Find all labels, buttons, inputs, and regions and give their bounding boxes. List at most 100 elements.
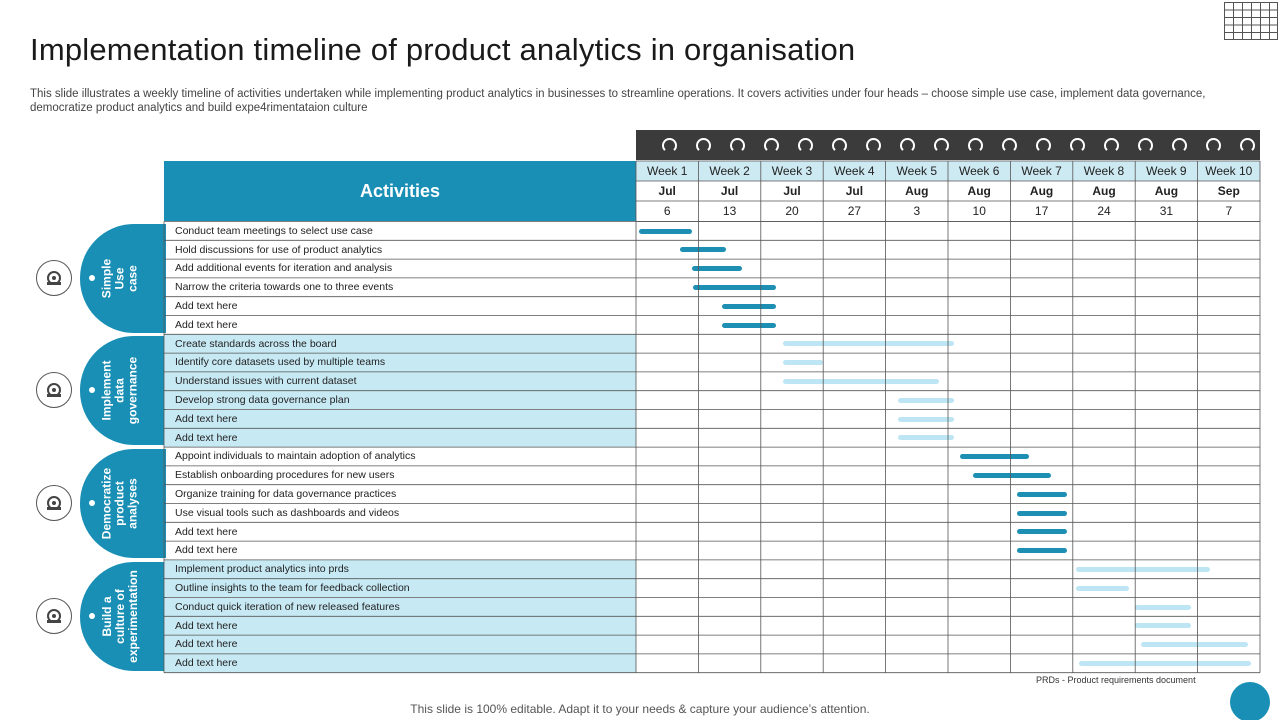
task-row: Add text here — [164, 653, 636, 673]
task-row: Narrow the criteria towards one to three… — [175, 281, 394, 294]
month-label: Jul — [845, 184, 864, 198]
binding-ring-icon — [900, 138, 915, 153]
month-label: Sep — [1217, 184, 1240, 198]
gantt-bar — [1016, 548, 1067, 554]
task-row: Add text here — [164, 409, 636, 429]
footnote: PRDs - Product requirements document — [1036, 675, 1196, 685]
day-label: 20 — [785, 204, 799, 218]
task-row: Use visual tools such as dashboards and … — [175, 506, 400, 519]
gantt-bar — [782, 360, 824, 366]
group-dot — [89, 274, 95, 281]
week-label: Week 6 — [948, 161, 1011, 181]
calendar-binding-bar — [636, 130, 1260, 160]
task-row: Add text here — [164, 635, 636, 654]
month-label: Aug — [967, 184, 991, 198]
week-label: Week 1 — [636, 161, 699, 181]
binding-ring-icon — [1172, 138, 1187, 153]
binding-ring-icon — [832, 138, 847, 153]
month-label: Jul — [658, 184, 676, 198]
grid-decoration-icon — [1224, 2, 1278, 40]
gantt-bar — [960, 454, 1030, 460]
binding-ring-icon — [1036, 138, 1051, 153]
gantt-bar — [782, 378, 939, 384]
group-label-text: Build a culture of experimentation — [99, 570, 140, 663]
binding-ring-icon — [1206, 138, 1221, 153]
task-row: Add text here — [164, 428, 636, 448]
day-label: 7 — [1225, 204, 1233, 218]
task-row: Appoint individuals to maintain adoption… — [175, 450, 416, 463]
binding-ring-icon — [1138, 138, 1153, 153]
day-label: 31 — [1159, 204, 1174, 218]
task-row: Add text here — [175, 300, 238, 313]
activities-header: Activities — [164, 161, 636, 221]
gantt-bar — [679, 247, 727, 253]
week-label: Week 8 — [1072, 161, 1136, 181]
gantt-bar — [722, 322, 777, 328]
gantt-bar — [898, 416, 955, 422]
binding-ring-icon — [730, 138, 745, 153]
day-label: 3 — [913, 204, 921, 218]
analytics-person-icon — [36, 485, 72, 522]
gantt-bar — [722, 303, 777, 309]
task-row: Add text here — [175, 318, 238, 331]
task-row: Hold discussions for use of product anal… — [175, 243, 383, 256]
day-label: 27 — [847, 204, 862, 218]
binding-ring-icon — [934, 138, 949, 153]
week-label: Week 3 — [760, 161, 824, 181]
task-row: Create standards across the board — [164, 334, 636, 354]
binding-ring-icon — [798, 138, 813, 153]
group-dot — [89, 387, 95, 394]
task-row: Understand issues with current dataset — [164, 371, 636, 391]
group-dot — [89, 500, 95, 507]
binding-ring-icon — [968, 138, 983, 153]
task-row: Add text here — [175, 544, 238, 557]
task-row: Identify core datasets used by multiple … — [164, 353, 636, 372]
corner-circle-decoration — [1230, 682, 1270, 720]
gantt-bar — [1075, 566, 1211, 572]
day-label: 10 — [972, 204, 986, 218]
gantt-bar — [1141, 642, 1248, 648]
week-label: Week 9 — [1135, 161, 1198, 181]
task-row: Add text here — [164, 616, 636, 636]
task-row: Add additional events for iteration and … — [175, 262, 393, 275]
slide-subtitle: This slide illustrates a weekly timeline… — [30, 88, 1206, 114]
task-row: Organize training for data governance pr… — [175, 488, 397, 501]
binding-ring-icon — [662, 138, 677, 153]
month-label: Aug — [1029, 184, 1054, 198]
gantt-bar — [782, 341, 955, 347]
gantt-bar — [639, 228, 693, 234]
day-label: 24 — [1097, 204, 1111, 218]
task-row: Conduct team meetings to select use case — [175, 224, 373, 237]
week-label: Week 7 — [1010, 161, 1073, 181]
gantt-bar — [1135, 623, 1192, 629]
week-label: Week 4 — [823, 161, 886, 181]
gantt-bar — [1016, 510, 1067, 516]
day-label: 6 — [663, 204, 671, 218]
binding-ring-icon — [866, 138, 881, 153]
group-dot — [89, 612, 95, 619]
month-label: Aug — [1092, 184, 1116, 198]
gantt-bar — [693, 284, 777, 290]
gantt-bar — [898, 397, 955, 403]
task-row: Conduct quick iteration of new released … — [164, 597, 636, 617]
binding-ring-icon — [696, 138, 711, 153]
gantt-bar — [898, 435, 955, 441]
binding-ring-icon — [1002, 138, 1017, 153]
task-row: Add text here — [175, 525, 238, 538]
task-row: Outline insights to the team for feedbac… — [164, 578, 636, 598]
binding-ring-icon — [1104, 138, 1119, 153]
binding-ring-icon — [1070, 138, 1085, 153]
gantt-bar — [1135, 604, 1192, 610]
slide-title: Implementation timeline of product analy… — [30, 32, 856, 67]
gantt-bar — [1016, 491, 1067, 497]
presentation-board-icon — [36, 597, 72, 634]
month-label: Aug — [905, 184, 929, 198]
task-row: Establish onboarding procedures for new … — [175, 469, 395, 482]
footer-note: This slide is 100% editable. Adapt it to… — [410, 702, 870, 716]
gantt-bar — [1075, 585, 1129, 591]
day-label: 13 — [722, 204, 737, 218]
group-label-text: Implement data governance — [99, 357, 140, 425]
gantt-bar — [692, 266, 743, 272]
target-icon — [36, 259, 72, 296]
month-label: Jul — [720, 184, 739, 198]
